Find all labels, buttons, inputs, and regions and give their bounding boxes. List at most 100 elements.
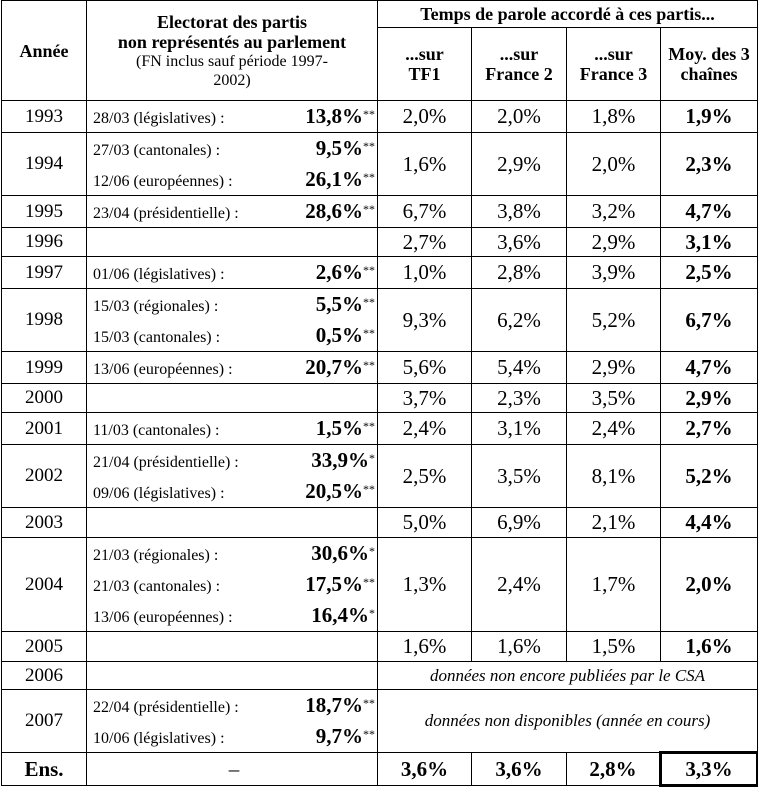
election-stars: * (369, 544, 375, 558)
election-value: 17,5% (305, 572, 363, 596)
election-date: 12/06 (européennes) : (93, 169, 233, 195)
total-france3: 2,8% (567, 753, 661, 786)
status-note: données non encore publiées par le CSA (378, 662, 758, 690)
election-score: 30,6%* (311, 538, 375, 566)
tf1-cell: 5,0% (378, 508, 472, 538)
election-value: 9,7% (316, 724, 363, 748)
france3-cell: 1,8% (567, 101, 661, 133)
table-row: 2005 1,6% 1,6% 1,5% 1,6% (2, 632, 758, 662)
table-row: 1993 28/03 (législatives) :13,8%** 2,0% 2,0… (2, 101, 758, 133)
electorat-cell: 23/04 (présidentielle) : 28,6%** (87, 196, 378, 228)
table-row: 2004 21/03 (régionales) :30,6%* 21/03 (can… (2, 538, 758, 632)
election-line: 21/03 (cantonales) : 17,5%** (93, 569, 375, 600)
france2-cell: 5,4% (472, 352, 567, 384)
election-line: 15/03 (cantonales) : 0,5%** (93, 320, 375, 351)
election-date: 11/03 (cantonales) : (93, 418, 219, 444)
average-cell: 2,0% (661, 538, 758, 632)
france2-cell: 2,8% (472, 257, 567, 289)
year-cell: 2007 (2, 690, 87, 753)
electorat-cell (87, 632, 378, 662)
election-date: 15/03 (régionales) : (93, 294, 218, 320)
header-moy: Moy. des 3 chaînes (661, 28, 758, 101)
year-cell: 2001 (2, 413, 87, 445)
year-cell: 1997 (2, 257, 87, 289)
election-date: 10/06 (législatives) : (93, 726, 225, 752)
tf1-cell: 9,3% (378, 289, 472, 352)
election-line: 21/04 (présidentielle) : 33,9%* (93, 445, 375, 476)
election-date: 13/06 (européennes) : (93, 605, 233, 631)
table-row: 1998 15/03 (régionales) :5,5%** 15/03 (can… (2, 289, 758, 352)
election-value: 28,6% (305, 199, 363, 223)
table-row: 2003 5,0% 6,9% 2,1% 4,4% (2, 508, 758, 538)
election-date: 21/03 (cantonales) : (93, 574, 220, 600)
election-score: 28,6%** (305, 196, 375, 224)
france2-cell: 6,2% (472, 289, 567, 352)
table-row: 2000 3,7% 2,3% 3,5% 2,9% (2, 384, 758, 413)
election-score: 2,6%** (316, 257, 375, 285)
electorat-cell (87, 662, 378, 690)
france2-cell: 3,5% (472, 445, 567, 508)
table-row: 1996 2,7% 3,6% 2,9% 3,1% (2, 228, 758, 257)
header-france3: ...sur France 3 (567, 28, 661, 101)
election-score: 16,4%* (311, 600, 375, 628)
election-value: 5,5% (316, 292, 363, 316)
election-line: 21/03 (régionales) : 30,6%* (93, 538, 375, 569)
election-value: 2,6% (316, 260, 363, 284)
election-stars: ** (363, 170, 375, 184)
election-line: 09/06 (législatives) : 20,5%** (93, 476, 375, 507)
election-line: 15/03 (régionales) : 5,5%** (93, 289, 375, 320)
france3-cell: 2,4% (567, 413, 661, 445)
total-row: Ens. –3,6% 3,6% 2,8% 3,3% (2, 753, 758, 786)
france2-cell: 3,8% (472, 196, 567, 228)
election-line: 28/03 (législatives) : 13,8%** (93, 101, 375, 132)
france2-cell: 6,9% (472, 508, 567, 538)
election-value: 33,9% (311, 448, 369, 472)
header-france2: ...sur France 2 (472, 28, 567, 101)
france3-cell: 1,7% (567, 538, 661, 632)
tf1-cell: 1,0% (378, 257, 472, 289)
election-line: 27/03 (cantonales) : 9,5%** (93, 133, 375, 164)
election-date: 21/03 (régionales) : (93, 543, 218, 569)
average-cell: 3,1% (661, 228, 758, 257)
election-stars: ** (363, 139, 375, 153)
table-row: 1994 27/03 (cantonales) :9,5%** 12/06 (eur… (2, 133, 758, 196)
france3-cell: 2,1% (567, 508, 661, 538)
tf1-cell: 5,6% (378, 352, 472, 384)
election-score: 20,5%** (305, 476, 375, 504)
header-temps-parole: Temps de parole accordé à ces partis... (378, 1, 758, 28)
total-average: 3,3% (661, 753, 758, 786)
year-cell: 1999 (2, 352, 87, 384)
election-score: 9,5%** (316, 133, 375, 161)
year-cell: 1998 (2, 289, 87, 352)
tf1-cell: 2,0% (378, 101, 472, 133)
france3-cell: 5,2% (567, 289, 661, 352)
election-stars: ** (363, 358, 375, 372)
election-date: 09/06 (législatives) : (93, 481, 225, 507)
election-date: 23/04 (présidentielle) : (93, 201, 239, 227)
election-value: 26,1% (305, 167, 363, 191)
header-electorat: Electorat des partis non représentés au … (87, 1, 378, 101)
france3-cell: 3,5% (567, 384, 661, 413)
election-line: 10/06 (législatives) : 9,7%** (93, 721, 375, 752)
electorat-cell: 28/03 (législatives) : 13,8%** (87, 101, 378, 133)
france2-cell: 2,9% (472, 133, 567, 196)
election-stars: * (369, 606, 375, 620)
total-france2: 3,6% (472, 753, 567, 786)
france2-cell: 1,6% (472, 632, 567, 662)
election-date: 15/03 (cantonales) : (93, 325, 220, 351)
electorat-cell: 11/03 (cantonales) : 1,5%** (87, 413, 378, 445)
election-score: 17,5%** (305, 569, 375, 597)
election-score: 20,7%** (305, 352, 375, 380)
average-cell: 1,9% (661, 101, 758, 133)
election-score: 0,5%** (316, 320, 375, 348)
election-line: 22/04 (présidentielle) : 18,7%** (93, 690, 375, 721)
election-stars: ** (363, 482, 375, 496)
election-date: 27/03 (cantonales) : (93, 138, 220, 164)
average-cell: 2,3% (661, 133, 758, 196)
election-line: 12/06 (européennes) : 26,1%** (93, 164, 375, 195)
table-row: 2007 22/04 (présidentielle) :18,7%** 10/06… (2, 690, 758, 753)
election-score: 26,1%** (305, 164, 375, 192)
status-note: données non disponibles (année en cours) (378, 690, 758, 753)
year-cell: 1993 (2, 101, 87, 133)
year-cell: 2000 (2, 384, 87, 413)
